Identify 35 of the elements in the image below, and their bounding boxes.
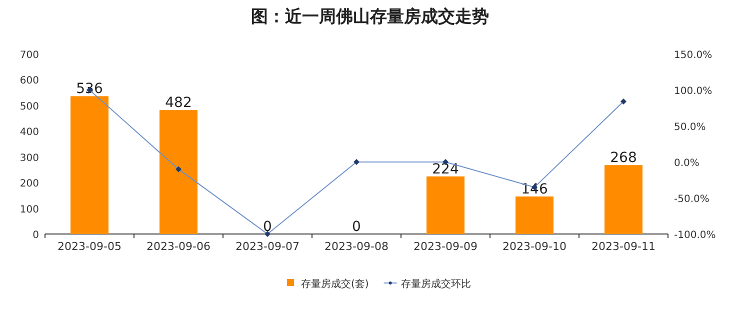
data-label: 0: [263, 219, 272, 235]
y-tick-label: 300: [20, 152, 39, 164]
data-label: 536: [76, 81, 103, 98]
y2-tick-label: -50.0%: [674, 194, 710, 205]
x-tick-label: 2023-09-11: [592, 240, 656, 253]
bar: [160, 110, 198, 234]
legend-label: 存量房成交(套): [301, 278, 369, 290]
y2-tick-label: -100.0%: [674, 230, 716, 241]
y2-tick-label: 50.0%: [674, 122, 706, 133]
x-tick-label: 2023-09-10: [502, 240, 566, 253]
y2-tick-label: 0.0%: [674, 158, 700, 169]
y-tick-label: 200: [20, 178, 39, 190]
y2-tick-label: 100.0%: [674, 86, 712, 97]
data-label: 224: [432, 161, 459, 178]
x-tick-label: 2023-09-09: [414, 240, 478, 253]
y-tick-label: 400: [20, 127, 39, 138]
data-label: 482: [165, 95, 192, 112]
y2-tick-label: 150.0%: [674, 50, 712, 61]
y-tick-label: 500: [20, 101, 39, 112]
x-tick-label: 2023-09-05: [58, 240, 122, 253]
y-tick-label: 600: [20, 76, 39, 87]
data-label: 0: [352, 219, 361, 235]
y-tick-label: 0: [32, 230, 39, 241]
x-tick-label: 2023-09-06: [146, 240, 210, 253]
data-label: 268: [610, 150, 637, 166]
legend-label: 存量房成交环比: [400, 278, 471, 290]
bar: [516, 196, 554, 234]
y-tick-label: 700: [20, 50, 39, 61]
chart-title: 图：近一周佛山存量房成交走势: [251, 7, 489, 27]
y-tick-label: 100: [20, 204, 39, 216]
x-tick-label: 2023-09-07: [236, 240, 300, 253]
x-tick-label: 2023-09-08: [324, 240, 388, 253]
bar: [426, 176, 464, 234]
bar: [604, 165, 642, 234]
bar: [70, 96, 108, 234]
